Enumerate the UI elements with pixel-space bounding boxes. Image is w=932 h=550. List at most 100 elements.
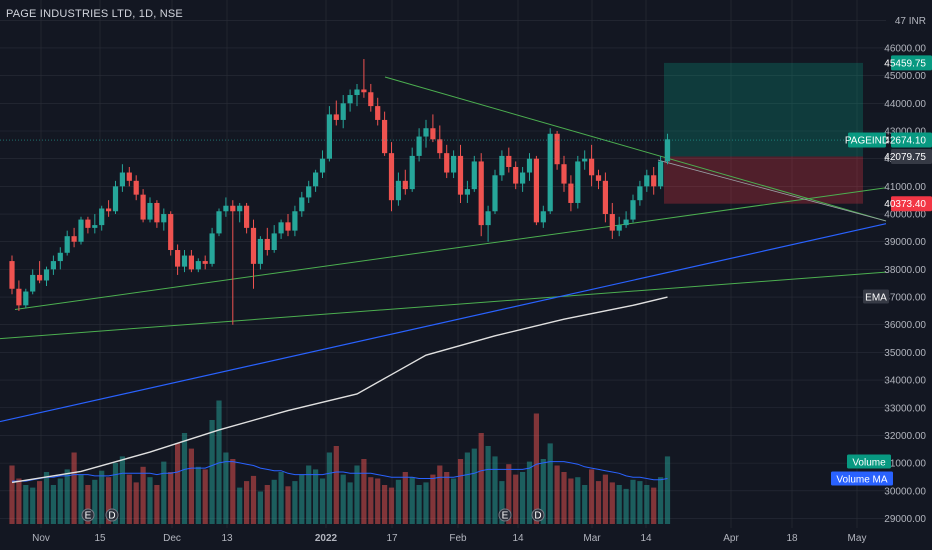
price-tag-value: 42674.10	[884, 136, 926, 147]
volume-ma-line	[12, 461, 668, 482]
legend-tag-label: Volume	[852, 458, 886, 469]
candle-body	[568, 183, 574, 203]
ema-line	[11, 296, 668, 484]
volume-bar	[402, 472, 408, 524]
candle-body	[361, 89, 367, 93]
candle-body	[526, 158, 533, 173]
candle-body	[216, 211, 222, 234]
volume-bar	[126, 474, 132, 524]
volume-bar	[319, 478, 326, 524]
candle-body	[64, 236, 70, 253]
price-tag-value: 42079.75	[884, 152, 926, 163]
price-tick-label: 30000.00	[884, 486, 926, 497]
price-tick-label: 29000.00	[884, 514, 926, 525]
legend-tag	[863, 289, 889, 304]
marker-letter: E	[502, 511, 509, 522]
volume-bar	[50, 485, 56, 524]
price-axis: 29000.00 30000.00 31000.00 32000.00 33000.00…	[884, 16, 926, 525]
volume-bar	[71, 452, 77, 524]
volume-bar	[326, 452, 332, 524]
volume-bar	[285, 486, 291, 524]
candle-body	[478, 161, 484, 226]
time-tick-label: 13	[221, 533, 233, 544]
volume-bar	[271, 479, 277, 524]
candle-body	[623, 219, 629, 226]
price-tag-value: 45459.75	[884, 58, 926, 69]
volume-bar	[471, 448, 477, 524]
price-tick-label: 37000.00	[884, 293, 926, 304]
price-tick-label: 41000.00	[884, 182, 926, 193]
volume-bar	[333, 446, 339, 524]
volume-bar	[57, 478, 63, 524]
candle-body	[37, 274, 43, 281]
candle-body	[71, 236, 77, 242]
price-tick-label: 32000.00	[884, 431, 926, 442]
price-tick-label: 36000.00	[884, 320, 926, 331]
candle-body	[195, 261, 201, 270]
candle-body	[264, 238, 270, 251]
price-tick-label: 39000.00	[884, 237, 926, 248]
volume-bar	[582, 485, 588, 524]
candle-body	[651, 175, 657, 187]
chart-title: PAGE INDUSTRIES LTD, 1D, NSE	[6, 8, 183, 20]
candle-body	[561, 164, 567, 184]
volume-bar	[292, 481, 298, 524]
dividend-marker-icon	[105, 508, 119, 522]
volume-bar	[16, 478, 22, 524]
candle-body	[354, 89, 360, 96]
candle-body	[582, 158, 588, 162]
candle-body	[140, 194, 146, 220]
stop-zone	[664, 156, 863, 204]
volume-bar	[451, 478, 457, 524]
volume-bar	[161, 461, 167, 524]
price-tick-label: 44000.00	[884, 99, 926, 110]
volume-bar	[547, 443, 553, 524]
volume-bar	[133, 482, 139, 524]
volume-bar	[106, 477, 112, 524]
candle-body	[237, 205, 243, 212]
volume-bar	[140, 466, 146, 524]
candle-body	[85, 219, 91, 228]
volume-bar	[609, 482, 615, 524]
projection-line	[657, 159, 887, 222]
volume-bar	[85, 485, 91, 524]
candle-body	[326, 114, 332, 159]
candle-body	[395, 180, 401, 201]
candle-body	[292, 211, 298, 231]
volume-bar	[43, 472, 50, 524]
price-tag	[891, 148, 932, 164]
volume-bars	[9, 400, 671, 524]
price-tag	[891, 132, 932, 148]
volume-bar	[347, 482, 353, 524]
volume-bar	[306, 465, 312, 524]
volume-bar	[388, 487, 395, 524]
candle-body	[23, 291, 29, 306]
candle-body	[181, 255, 188, 267]
candle-body	[506, 155, 512, 167]
candle-body	[554, 133, 560, 165]
candle-body	[168, 214, 174, 251]
candle-body	[616, 225, 622, 231]
volume-bar	[340, 474, 346, 524]
candle-body	[78, 219, 84, 242]
candle-body	[471, 161, 477, 190]
volume-bar	[589, 469, 595, 524]
candle-body	[285, 222, 291, 231]
volume-bar	[223, 452, 229, 524]
time-tick-label: May	[848, 533, 867, 544]
volume-bar	[250, 475, 257, 524]
candle-body	[271, 233, 277, 251]
earnings-marker-icon	[498, 508, 512, 522]
volume-bar	[361, 459, 367, 524]
volume-bar	[264, 485, 270, 524]
volume-bar	[64, 469, 70, 524]
candle-body	[630, 200, 636, 220]
candle-body	[520, 172, 526, 184]
volume-bar	[382, 485, 388, 524]
volume-bar	[78, 474, 84, 524]
candle-body	[457, 155, 464, 195]
volume-bar	[444, 472, 450, 524]
candle-body	[409, 155, 415, 190]
trendline-falling-green	[384, 76, 887, 222]
